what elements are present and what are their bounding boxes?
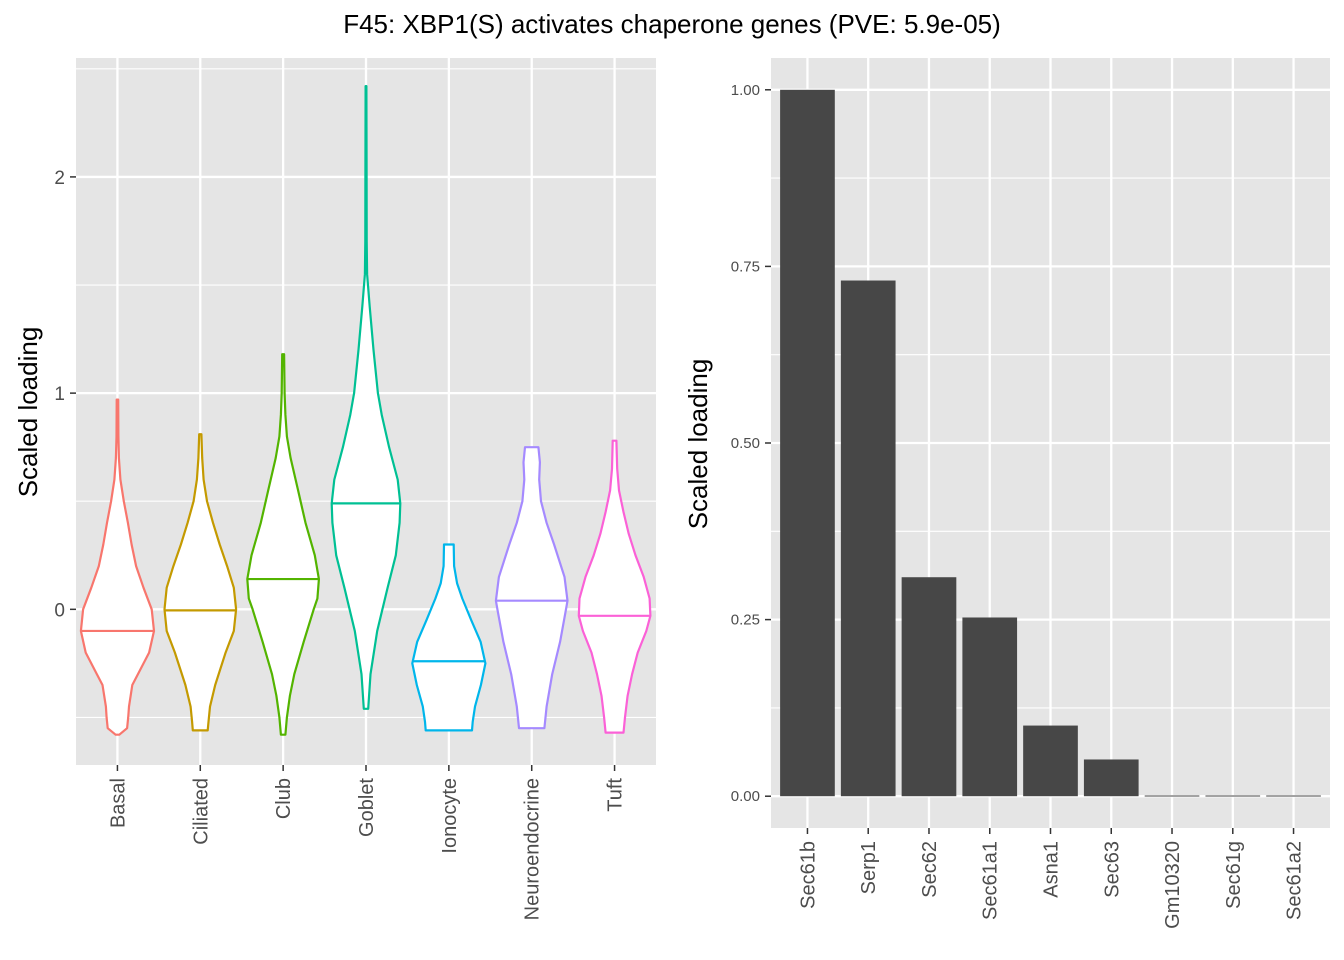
bar-panel: 0.00 0.25 0.50 0.75 1.00 Sec61b Serp1 Sec62 Sec6… xyxy=(683,58,1330,929)
bar-y-tick-label: 0.75 xyxy=(731,258,760,275)
bar-marks xyxy=(780,89,1321,797)
violin-marks xyxy=(79,85,652,736)
bar-y-axis-label: Scaled loading xyxy=(683,359,713,530)
chart-title: F45: XBP1(S) activates chaperone genes (… xyxy=(343,9,1001,39)
bar-y-tick-label: 0.50 xyxy=(731,435,760,452)
bar-x-tick-label: Sec62 xyxy=(919,841,941,898)
violin-ciliated xyxy=(163,433,238,732)
bar-axes: 0.00 0.25 0.50 0.75 1.00 Sec61b Serp1 Sec62 Sec6… xyxy=(731,82,1306,929)
bar-x-tick-label: Asna1 xyxy=(1041,841,1063,898)
violin-club xyxy=(246,353,320,736)
violin-y-tick-label: 0 xyxy=(54,600,65,621)
bar-y-tick-label: 0.25 xyxy=(731,612,760,629)
violin-x-tick-label: Tuft xyxy=(605,778,627,812)
bar-sec61g xyxy=(1205,795,1261,797)
violin-goblet xyxy=(330,85,402,710)
violin-x-tick-label: Club xyxy=(273,778,295,819)
bar-serp1 xyxy=(840,280,896,797)
violin-ionocyte xyxy=(411,543,487,732)
violin-y-tick-label: 2 xyxy=(54,168,65,189)
bar-sec61b xyxy=(780,89,835,797)
bar-x-tick-label: Sec61g xyxy=(1223,841,1245,909)
bar-sec62 xyxy=(901,577,957,797)
violin-panel: 0 1 2 Basal Ciliated Club Goblet Ionocyte Neuroe… xyxy=(13,58,656,920)
violin-x-tick-label: Neuroendocrine xyxy=(522,778,544,920)
violin-y-axis-label: Scaled loading xyxy=(13,327,43,498)
bar-sec61a2 xyxy=(1266,795,1321,797)
violin-y-tick-label: 1 xyxy=(54,384,65,405)
violin-x-tick-label: Basal xyxy=(107,778,129,828)
bar-x-tick-label: Sec61a1 xyxy=(980,841,1002,920)
violin-x-tick-label: Ionocyte xyxy=(439,778,461,854)
violin-neuroendocrine xyxy=(494,446,569,730)
violin-tuft xyxy=(577,439,652,734)
violin-x-tick-label: Ciliated xyxy=(190,778,212,845)
bar-sec63 xyxy=(1083,759,1139,797)
bar-y-tick-label: 1.00 xyxy=(731,82,760,99)
violin-x-tick-label: Goblet xyxy=(356,778,378,837)
violin-basal xyxy=(79,398,156,736)
bar-x-tick-label: Sec63 xyxy=(1101,841,1123,898)
bar-gm10320 xyxy=(1144,795,1200,797)
bar-x-tick-label: Serp1 xyxy=(858,841,880,894)
violin-axes: 0 1 2 Basal Ciliated Club Goblet Ionocyte Neuroe… xyxy=(54,168,626,920)
bar-x-tick-label: Sec61b xyxy=(797,841,819,909)
bar-x-tick-label: Gm10320 xyxy=(1162,841,1184,929)
bar-x-tick-label: Sec61a2 xyxy=(1284,841,1306,920)
bar-sec61a1 xyxy=(962,617,1018,797)
bar-asna1 xyxy=(1023,725,1078,797)
bar-y-tick-label: 0.00 xyxy=(731,788,760,805)
